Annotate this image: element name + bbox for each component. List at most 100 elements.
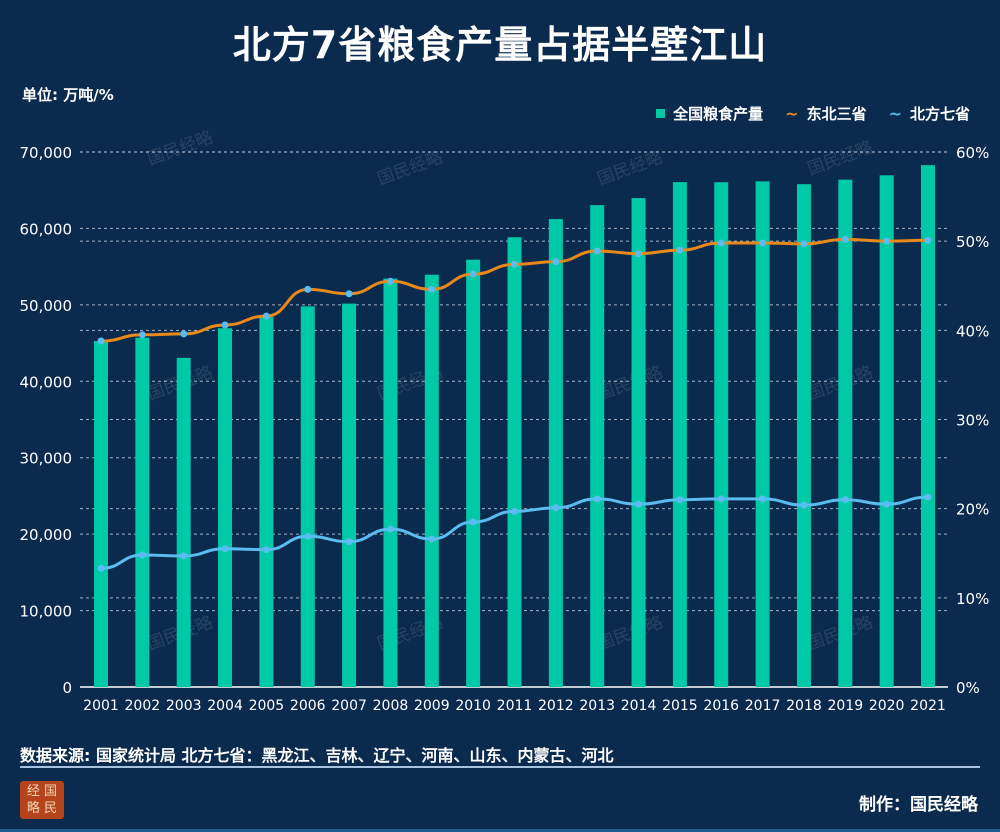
wave-icon: ~ xyxy=(785,104,799,123)
point-北方七省-2011 xyxy=(511,507,518,515)
point-北方七省-2005 xyxy=(262,546,270,554)
x-tick: 2013 xyxy=(579,698,615,714)
x-tick: 2019 xyxy=(827,698,863,714)
x-tick: 2011 xyxy=(497,698,533,714)
y-tick-left: 20,000 xyxy=(20,526,73,544)
point-北方七省-2003 xyxy=(180,552,188,560)
x-tick: 2002 xyxy=(125,698,161,714)
legend-item-north7[interactable]: ~ 北方七省 xyxy=(889,103,970,124)
legend-item-northeast[interactable]: ~ 东北三省 xyxy=(785,103,866,124)
x-tick: 2018 xyxy=(786,698,822,714)
unit-label: 单位: 万吨/% xyxy=(22,86,114,104)
divider xyxy=(20,766,980,768)
bar-2010 xyxy=(466,259,481,687)
y-tick-right: 50% xyxy=(956,233,989,251)
x-tick: 2007 xyxy=(331,698,367,714)
point-北方七省-2013 xyxy=(593,495,601,503)
x-tick: 2005 xyxy=(249,698,285,714)
y-tick-left: 60,000 xyxy=(20,220,73,238)
bar-2008 xyxy=(383,278,398,687)
point-东北三省-2012 xyxy=(552,258,560,266)
y-tick-right: 20% xyxy=(956,501,989,519)
point-北方七省-2020 xyxy=(883,500,891,508)
point-东北三省-2011 xyxy=(511,260,518,268)
watermark: 国民经略 xyxy=(375,148,446,190)
point-北方七省-2006 xyxy=(304,532,312,540)
x-tick: 2004 xyxy=(207,698,243,714)
point-北方七省-2017 xyxy=(759,495,767,503)
wave-icon: ~ xyxy=(888,104,902,123)
point-东北三省-2006 xyxy=(304,285,312,293)
y-tick-right: 40% xyxy=(956,322,989,340)
point-北方七省-2010 xyxy=(469,518,477,526)
point-东北三省-2019 xyxy=(841,235,849,243)
point-东北三省-2018 xyxy=(800,240,808,248)
x-tick: 2001 xyxy=(83,698,119,714)
y-tick-left: 70,000 xyxy=(20,144,73,162)
bar-2021 xyxy=(921,165,935,688)
point-北方七省-2016 xyxy=(717,495,725,503)
point-北方七省-2007 xyxy=(345,538,353,546)
point-东北三省-2013 xyxy=(593,247,601,255)
maker-credit: 制作：国民经略 xyxy=(859,795,978,815)
point-东北三省-2010 xyxy=(469,270,477,278)
bar-2004 xyxy=(218,328,233,687)
legend-item-national[interactable]: 全国粮食产量 xyxy=(656,103,763,124)
y-tick-left: 40,000 xyxy=(20,373,73,391)
watermark: 国民经略 xyxy=(595,363,666,405)
bar-2013 xyxy=(590,205,605,687)
point-东北三省-2002 xyxy=(138,331,146,339)
point-东北三省-2003 xyxy=(180,330,188,338)
x-tick: 2003 xyxy=(166,698,202,714)
x-tick: 2010 xyxy=(455,698,491,714)
y-tick-left: 50,000 xyxy=(20,297,73,315)
point-北方七省-2008 xyxy=(386,525,394,533)
bar-2009 xyxy=(424,274,439,687)
point-东北三省-2021 xyxy=(924,236,932,244)
point-东北三省-2008 xyxy=(386,277,394,285)
logo: 经 国略 民 xyxy=(20,781,64,819)
bar-2005 xyxy=(259,317,274,687)
x-tick: 2006 xyxy=(290,698,326,714)
bar-2015 xyxy=(672,182,687,687)
chart-title: 北方7省粮食产量占据半壁江山 xyxy=(232,23,768,67)
point-北方七省-2018 xyxy=(800,501,808,509)
bar-2019 xyxy=(838,179,853,687)
x-tick: 2020 xyxy=(869,698,905,714)
y-tick-left: 10,000 xyxy=(20,603,73,621)
legend: 全国粮食产量 ~ 东北三省 ~ 北方七省 xyxy=(656,103,970,124)
y-tick-right: 60% xyxy=(956,144,989,162)
point-东北三省-2014 xyxy=(635,250,643,258)
watermark: 国民经略 xyxy=(805,138,876,180)
legend-label: 北方七省 xyxy=(909,105,970,123)
legend-label: 全国粮食产量 xyxy=(673,105,764,123)
point-东北三省-2020 xyxy=(883,237,891,245)
bar-2018 xyxy=(796,184,811,687)
y-tick-right: 10% xyxy=(956,590,989,608)
x-tick: 2017 xyxy=(745,698,781,714)
point-北方七省-2002 xyxy=(138,551,146,559)
bar-2007 xyxy=(342,303,357,687)
point-北方七省-2012 xyxy=(552,504,560,512)
point-东北三省-2015 xyxy=(676,246,684,254)
bar-2014 xyxy=(631,198,646,688)
bar-2003 xyxy=(176,357,191,687)
bar-2016 xyxy=(714,182,729,687)
point-东北三省-2009 xyxy=(428,285,436,293)
bar-2017 xyxy=(755,181,770,687)
bar-2006 xyxy=(300,306,315,687)
square-icon xyxy=(656,109,666,118)
point-北方七省-2015 xyxy=(676,496,684,504)
x-tick: 2021 xyxy=(910,698,946,714)
x-tick: 2014 xyxy=(621,698,657,714)
y-tick-right: 0% xyxy=(956,679,980,697)
point-北方七省-2001 xyxy=(97,564,105,572)
point-东北三省-2004 xyxy=(221,321,229,329)
bar-2002 xyxy=(135,337,150,687)
point-北方七省-2021 xyxy=(924,493,932,501)
bar-2020 xyxy=(879,175,894,687)
x-tick: 2015 xyxy=(662,698,698,714)
watermark: 国民经略 xyxy=(145,128,216,170)
bar-2011 xyxy=(507,237,522,687)
